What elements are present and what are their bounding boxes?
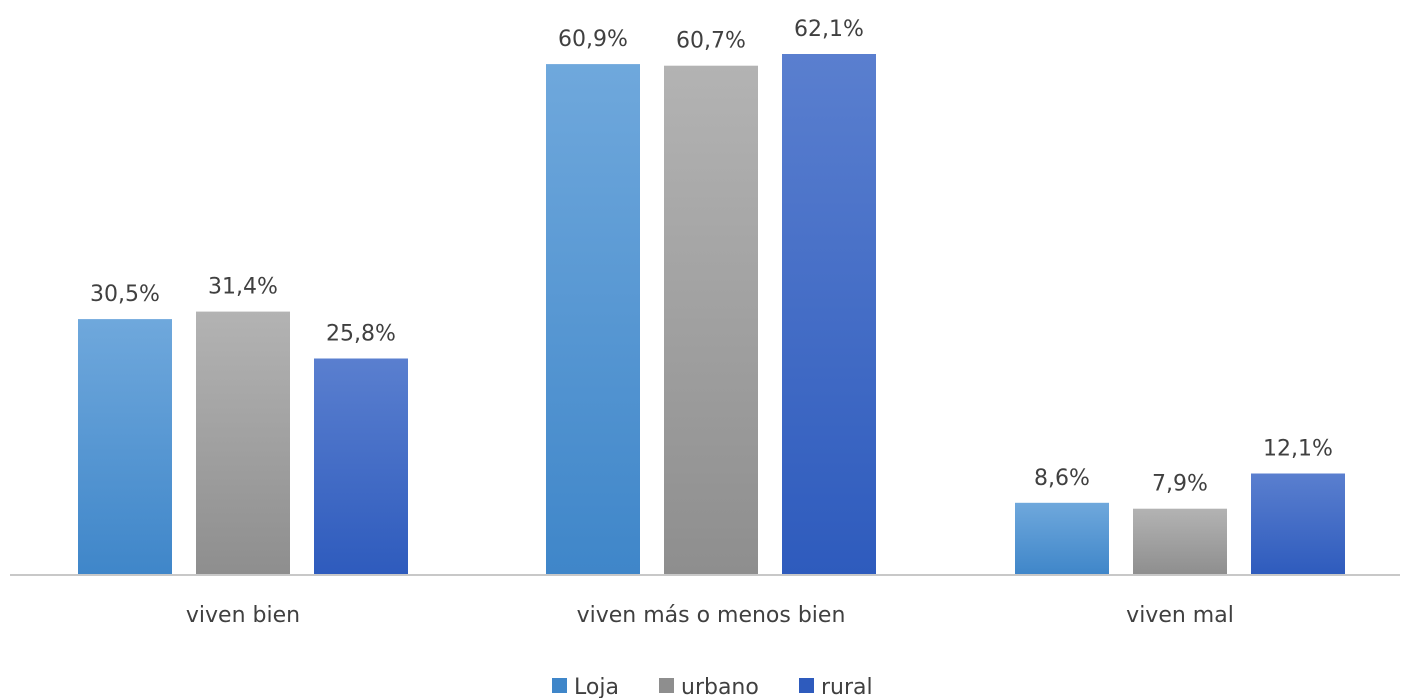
bar-rural-3 xyxy=(1251,473,1345,575)
bar-urbano-3 xyxy=(1133,508,1227,575)
category-label-1: viven bien xyxy=(186,603,300,628)
legend-swatch-loja xyxy=(552,678,567,693)
data-label-rural-3: 12,1% xyxy=(1263,437,1333,462)
data-label-loja-1: 30,5% xyxy=(90,282,160,307)
legend: Loja urbano rural xyxy=(552,675,873,698)
bars-layer xyxy=(78,54,1345,575)
bar-rural-1 xyxy=(314,358,408,575)
category-labels-layer: viven bien viven más o menos bien viven ma… xyxy=(186,603,1234,628)
bar-urbano-1 xyxy=(196,311,290,575)
legend-label-rural: rural xyxy=(821,675,873,698)
legend-swatch-urbano xyxy=(659,678,674,693)
bar-loja-1 xyxy=(78,319,172,575)
bar-urbano-2 xyxy=(664,65,758,575)
data-labels-layer: 30,5% 31,4% 25,8% 60,9% 60,7% 62,1% 8,6% 7,9% 12… xyxy=(90,17,1333,497)
data-label-rural-1: 25,8% xyxy=(326,322,396,347)
bar-loja-2 xyxy=(546,64,640,575)
data-label-urbano-1: 31,4% xyxy=(208,275,278,300)
legend-label-urbano: urbano xyxy=(681,675,759,698)
legend-swatch-rural xyxy=(799,678,814,693)
data-label-rural-2: 62,1% xyxy=(794,17,864,42)
category-label-3: viven mal xyxy=(1126,603,1234,628)
bar-loja-3 xyxy=(1015,502,1109,575)
data-label-loja-3: 8,6% xyxy=(1034,466,1090,491)
category-label-2: viven más o menos bien xyxy=(577,603,846,628)
data-label-loja-2: 60,9% xyxy=(558,27,628,52)
legend-label-loja: Loja xyxy=(574,675,619,698)
data-label-urbano-3: 7,9% xyxy=(1152,472,1208,497)
bar-rural-2 xyxy=(782,54,876,575)
data-label-urbano-2: 60,7% xyxy=(676,29,746,54)
